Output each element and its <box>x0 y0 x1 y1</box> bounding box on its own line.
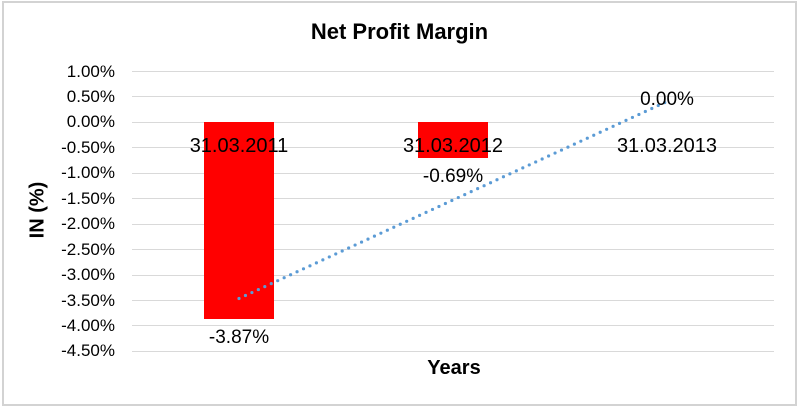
y-tick-label: -1.00% <box>61 163 115 183</box>
data-label: -0.69% <box>422 165 484 187</box>
y-tick-label: -3.00% <box>61 265 115 285</box>
y-tick-label: -2.00% <box>61 214 115 234</box>
y-tick-label: 1.00% <box>66 61 115 81</box>
data-label: 0.00% <box>640 89 694 111</box>
gridline <box>132 325 774 327</box>
y-tick-label: 0.50% <box>66 86 115 106</box>
data-label: -3.87% <box>208 327 270 349</box>
y-tick-label: -0.50% <box>61 137 115 157</box>
category-label: 31.03.2011 <box>189 135 289 158</box>
gridline <box>132 96 774 98</box>
gridline <box>132 300 774 301</box>
y-tick-label: -1.50% <box>61 188 115 208</box>
chart-title: Net Profit Margin <box>310 19 489 44</box>
category-label: 31.03.2012 <box>402 135 504 158</box>
y-tick-label: -4.00% <box>61 315 115 335</box>
gridline <box>132 71 774 72</box>
y-tick-label: -4.50% <box>61 341 115 361</box>
y-axis-title: IN (%) <box>26 181 49 239</box>
x-axis-title: Years <box>427 357 481 379</box>
y-tick-label: -2.50% <box>61 239 115 259</box>
category-label: 31.03.2013 <box>616 135 718 158</box>
y-tick-label: 0.00% <box>66 112 115 132</box>
y-tick-label: -3.50% <box>61 290 115 310</box>
gridline <box>132 350 774 352</box>
